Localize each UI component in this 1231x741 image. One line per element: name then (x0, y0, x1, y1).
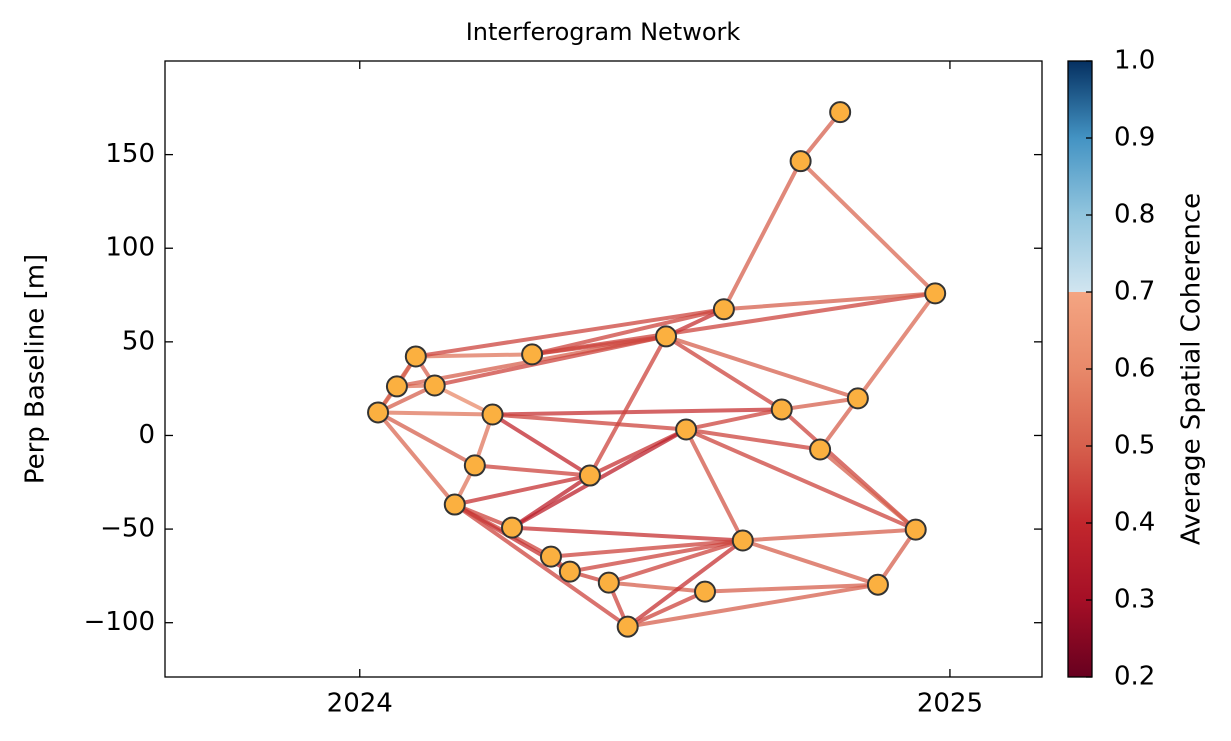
node (770, 398, 793, 421)
edge (490, 407, 784, 417)
node (423, 374, 446, 397)
edge (510, 525, 745, 543)
node (789, 150, 812, 173)
node (712, 298, 735, 321)
chart-title: Interferogram Network (466, 18, 741, 46)
edge (875, 527, 918, 587)
node (404, 345, 427, 368)
node (809, 438, 832, 461)
x-tick-label: 2025 (917, 689, 983, 719)
node (385, 375, 408, 398)
node (481, 403, 504, 426)
edge (567, 538, 745, 574)
node (367, 401, 390, 424)
node (597, 571, 620, 594)
node (463, 454, 486, 477)
edge (625, 582, 880, 629)
colorbar-tick-label: 0.9 (1114, 123, 1155, 153)
edge (855, 291, 938, 401)
edge (798, 159, 938, 296)
node (655, 325, 678, 348)
y-axis-label: Perp Baseline [m] (21, 254, 51, 484)
node (521, 343, 544, 366)
edge (684, 427, 823, 452)
node (829, 101, 852, 124)
node (846, 387, 869, 410)
edge (818, 447, 918, 532)
edge (510, 473, 592, 530)
edge (530, 291, 938, 357)
colorbar-label: Average Spatial Coherence (1177, 193, 1207, 545)
edge (684, 427, 745, 543)
colorbar-tick-label: 1.0 (1114, 46, 1155, 76)
edge (703, 582, 880, 594)
y-tick-label: −100 (84, 607, 155, 637)
edge (472, 463, 592, 478)
edge (376, 410, 457, 507)
edge (530, 307, 726, 357)
edge (664, 334, 860, 401)
edge (625, 589, 708, 629)
y-tick-label: −50 (100, 514, 155, 544)
y-tick-label: 100 (105, 233, 155, 263)
edge (548, 538, 745, 559)
x-tick-label: 2024 (327, 689, 393, 719)
node (539, 545, 562, 568)
node (924, 282, 947, 305)
y-tick-label: 0 (138, 420, 155, 450)
edge (664, 334, 784, 412)
colorbar-tick-label: 0.2 (1114, 662, 1155, 692)
colorbar-tick-label: 0.6 (1114, 354, 1155, 384)
node (694, 580, 717, 603)
colorbar-tick-label: 0.5 (1114, 431, 1155, 461)
node (731, 529, 754, 552)
node (675, 418, 698, 441)
edge (490, 412, 689, 432)
edge (432, 334, 669, 388)
colorbar-tick-label: 0.4 (1114, 508, 1155, 538)
colorbar-tick-label: 0.7 (1114, 277, 1155, 307)
edge (684, 427, 918, 532)
edge (606, 580, 708, 594)
edge (606, 538, 745, 585)
edge (413, 352, 535, 359)
edge (721, 159, 803, 312)
edge (684, 407, 784, 432)
plot-frame (164, 60, 1043, 678)
edge (490, 412, 592, 478)
edge (452, 473, 592, 507)
edge (452, 502, 630, 629)
colorbar-tick-label: 0.8 (1114, 200, 1155, 230)
edge (587, 334, 669, 478)
node (866, 573, 889, 596)
edge (779, 396, 860, 412)
edge (740, 527, 918, 543)
edge (376, 410, 495, 417)
y-tick-label: 150 (105, 139, 155, 169)
node (616, 615, 639, 638)
edge (721, 291, 938, 312)
node (443, 493, 466, 516)
y-tick-label: 50 (122, 326, 155, 356)
edge (740, 538, 880, 587)
node (578, 464, 601, 487)
edge (413, 307, 726, 359)
node (904, 518, 927, 541)
edge (625, 538, 745, 629)
edge (376, 410, 477, 468)
colorbar-tick-label: 0.3 (1114, 585, 1155, 615)
node (501, 516, 524, 539)
node (558, 560, 581, 583)
